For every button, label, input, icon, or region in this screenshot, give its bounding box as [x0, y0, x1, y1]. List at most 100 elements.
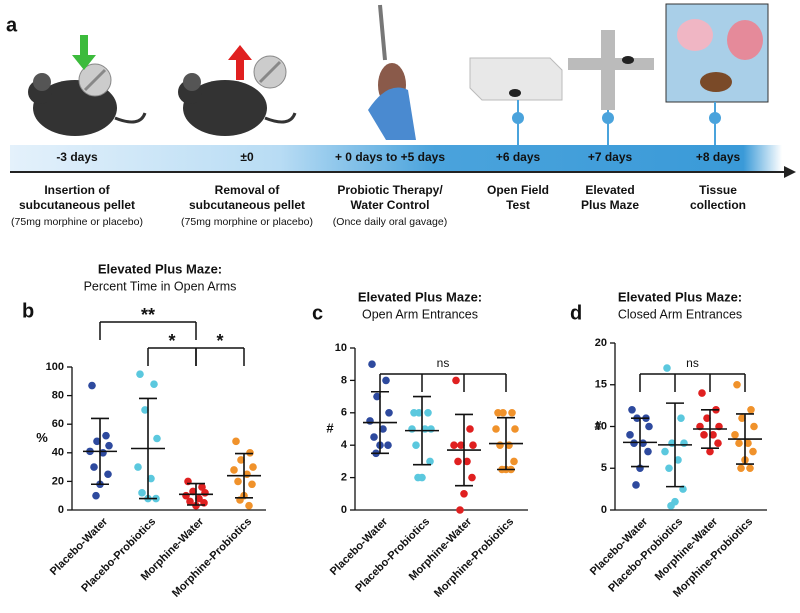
- data-point: [88, 381, 96, 390]
- data-point: [469, 441, 477, 450]
- timeline-band: [10, 145, 782, 171]
- data-point: [750, 422, 758, 431]
- data-point: [645, 422, 653, 431]
- data-point: [680, 439, 688, 448]
- data-point: [644, 447, 652, 456]
- panel-label: d: [570, 302, 582, 324]
- data-point: [454, 457, 462, 466]
- data-point: [384, 441, 392, 450]
- data-point: [747, 406, 755, 414]
- y-axis-label: #: [594, 418, 602, 433]
- data-point: [466, 425, 474, 433]
- data-point: [201, 489, 209, 497]
- y-tick-label: 80: [52, 390, 64, 402]
- event-note: (75mg morphine or placebo): [11, 216, 143, 228]
- data-point: [738, 414, 746, 422]
- x-tick-label: Placebo-Water: [588, 515, 651, 578]
- event-title: Removal of: [215, 183, 281, 197]
- panel-label: c: [312, 302, 323, 324]
- event-title: Elevated: [585, 183, 634, 197]
- data-point: [232, 437, 240, 446]
- data-point: [452, 376, 460, 385]
- data-point: [234, 477, 242, 486]
- y-tick-label: 60: [52, 418, 64, 430]
- data-point: [735, 439, 743, 448]
- error-bar: [631, 417, 649, 468]
- y-tick-label: 40: [52, 447, 64, 459]
- plus-maze-icon: [568, 30, 654, 145]
- data-point: [632, 481, 640, 489]
- data-point: [373, 392, 381, 401]
- y-tick-label: 20: [595, 337, 607, 349]
- data-point: [630, 439, 638, 448]
- significance-bracket: [195, 347, 245, 366]
- data-point: [138, 489, 146, 497]
- data-point: [737, 464, 745, 473]
- data-point: [744, 439, 752, 448]
- data-point: [136, 370, 144, 378]
- mouse-icon: [28, 35, 147, 136]
- data-point: [450, 441, 458, 450]
- data-point: [424, 409, 432, 417]
- data-point: [665, 464, 673, 473]
- timeline-day: + 0 days to +5 days: [335, 150, 445, 164]
- y-tick-label: 6: [341, 407, 347, 419]
- data-point: [248, 480, 256, 489]
- data-point: [147, 474, 155, 483]
- gavage-icon: [368, 4, 416, 140]
- error-bar: [91, 417, 109, 486]
- data-point: [496, 441, 504, 450]
- data-point: [415, 409, 423, 417]
- y-tick-label: 10: [595, 420, 607, 432]
- data-point: [714, 439, 722, 448]
- data-point: [92, 491, 100, 500]
- x-tick-label: Morphine-Probiotics: [170, 516, 254, 600]
- data-point: [366, 417, 374, 425]
- chart-subtitle: Percent Time in Open Arms: [84, 279, 237, 293]
- y-tick-label: 2: [341, 472, 347, 484]
- error-bar: [235, 452, 253, 499]
- data-point: [663, 364, 671, 372]
- data-point: [456, 506, 464, 514]
- significance-label: *: [168, 331, 175, 351]
- error-bar: [187, 482, 205, 506]
- y-tick-label: 4: [341, 439, 348, 451]
- data-point: [382, 376, 390, 385]
- data-point: [706, 447, 714, 456]
- y-tick-label: 5: [601, 462, 607, 474]
- data-point: [90, 463, 98, 471]
- error-bar: [736, 413, 754, 465]
- significance-bracket: [379, 373, 507, 392]
- data-point: [385, 409, 393, 417]
- timeline-arrowhead: [784, 166, 796, 178]
- chart-subtitle: Closed Arm Entrances: [618, 307, 742, 321]
- timeline-day: +6 days: [496, 150, 541, 164]
- event-title: collection: [690, 198, 746, 212]
- data-point: [105, 441, 113, 450]
- data-point: [709, 431, 717, 439]
- y-tick-label: 0: [341, 504, 347, 516]
- data-point: [492, 425, 500, 433]
- timeline-day: +7 days: [588, 150, 633, 164]
- x-tick-label: Morphine-Water: [653, 515, 721, 583]
- error-bar: [497, 416, 515, 471]
- data-point: [195, 494, 203, 503]
- event-title: Open Field: [487, 183, 549, 197]
- data-point: [186, 497, 194, 506]
- data-point: [426, 457, 434, 466]
- data-point: [661, 447, 669, 456]
- event-title: Tissue: [699, 183, 737, 197]
- significance-label: **: [141, 305, 155, 325]
- data-point: [677, 414, 685, 422]
- timeline-day: +8 days: [696, 150, 741, 164]
- chart-subtitle: Open Arm Entrances: [362, 307, 478, 321]
- data-point: [749, 447, 757, 456]
- x-tick-label: Placebo-Probiotics: [353, 516, 432, 595]
- data-point: [153, 434, 161, 443]
- chart-title: Elevated Plus Maze:: [358, 289, 482, 304]
- error-bar: [139, 397, 157, 500]
- data-point: [102, 431, 110, 440]
- data-point: [150, 380, 158, 388]
- data-point: [370, 433, 378, 441]
- y-tick-label: 15: [595, 379, 607, 391]
